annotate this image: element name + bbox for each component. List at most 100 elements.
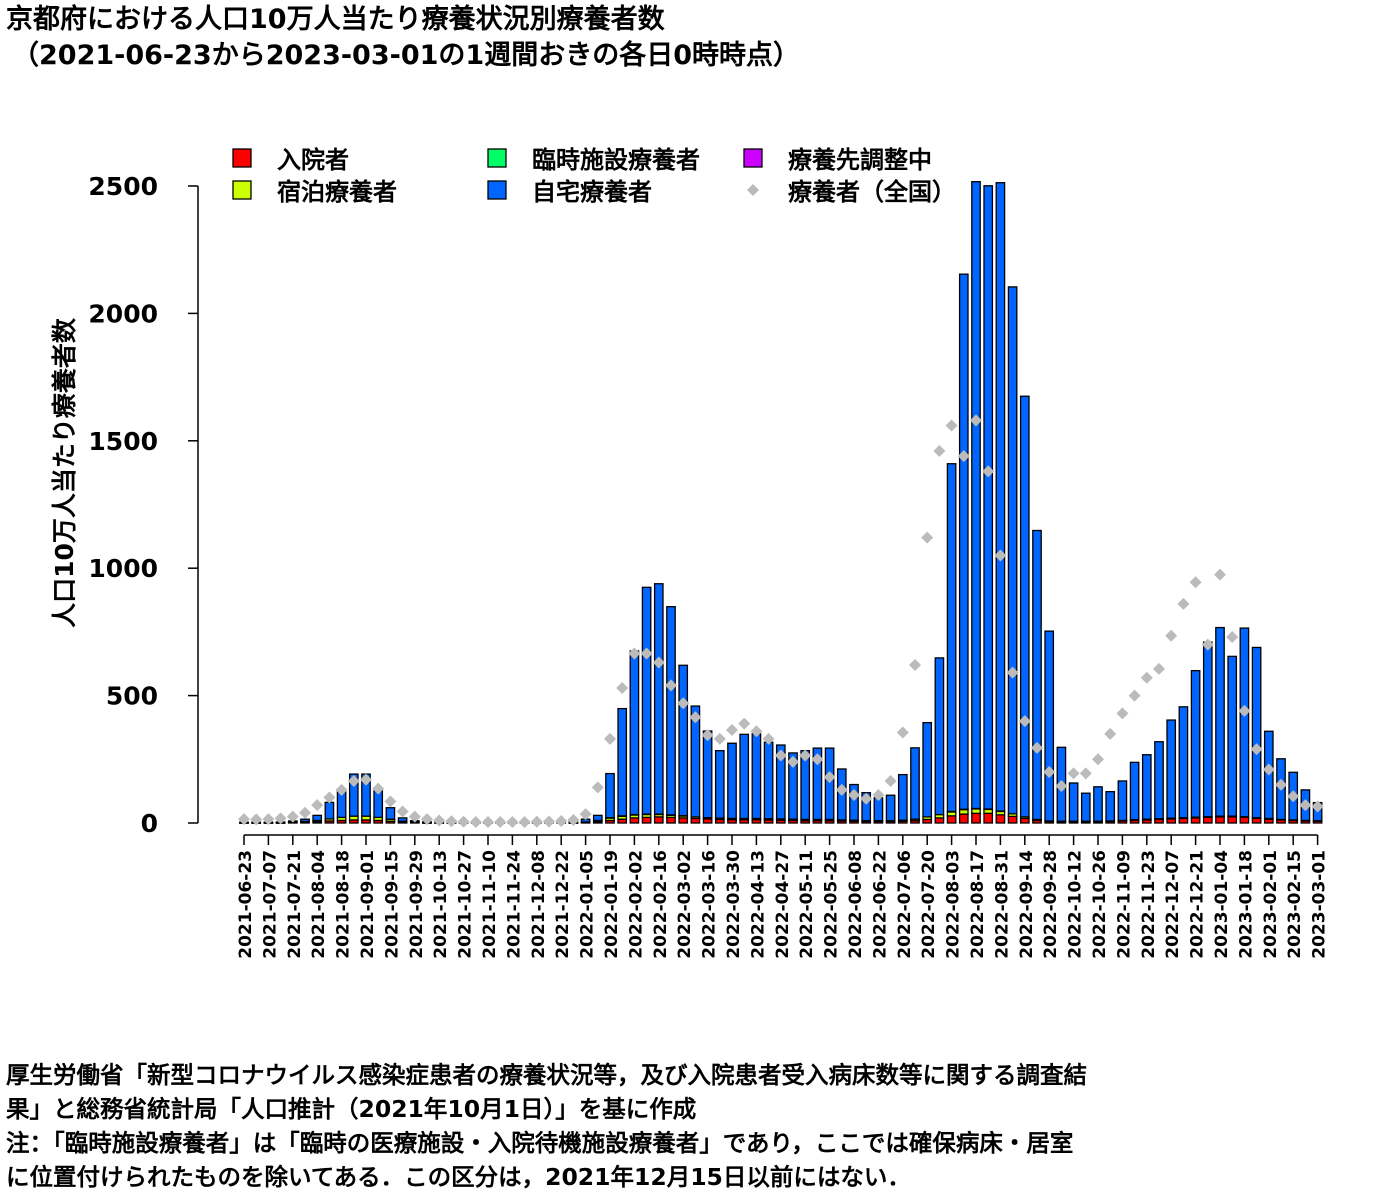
national-point (860, 792, 873, 805)
national-point (872, 788, 885, 801)
national-point (982, 465, 995, 478)
bar-group (958, 273, 969, 824)
national-point (396, 805, 409, 818)
national-point (1189, 576, 1202, 589)
national-point (835, 783, 848, 796)
bar-segment (1007, 815, 1018, 824)
bar-group (1068, 782, 1079, 824)
x-tick-label: 2021-11-10 (480, 850, 500, 959)
bar-segment (617, 707, 628, 817)
y-tick-label: 2500 (88, 172, 158, 201)
bar-group (873, 797, 884, 824)
bar-segment (763, 741, 774, 820)
bar-segment (1239, 627, 1250, 818)
bar-segment (1251, 646, 1262, 819)
bar-group (1276, 758, 1286, 824)
national-point (1031, 741, 1043, 754)
national-point (933, 444, 946, 457)
legend-label: 療養先調整中 (788, 146, 932, 174)
bar-segment (348, 773, 359, 817)
national-point (299, 806, 311, 819)
bar-segment (1007, 286, 1018, 815)
bar-segment (1105, 791, 1116, 822)
bar-segment (727, 742, 737, 820)
national-point (1177, 597, 1190, 610)
x-tick-label: 2022-03-02 (675, 850, 695, 959)
national-point (909, 659, 921, 672)
legend-label: 臨時施設療養者 (532, 146, 700, 174)
bar-segment (983, 812, 994, 824)
bar-group (971, 181, 981, 824)
bar-segment (1178, 817, 1189, 824)
national-point (957, 450, 970, 463)
national-point (518, 815, 531, 828)
national-point (1079, 767, 1092, 780)
bar-group (1202, 641, 1213, 824)
national-point (970, 414, 982, 427)
x-tick-label: 2022-08-03 (944, 850, 964, 959)
legend-swatch (743, 148, 763, 168)
bar-segment (824, 747, 835, 821)
national-point (616, 681, 629, 694)
bar-segment (702, 730, 713, 819)
bar-group (849, 783, 859, 824)
bar-segment (739, 733, 750, 820)
national-point (274, 812, 287, 825)
footer-line-4: に位置付けられたものを除いてある．この区分は，2021年12月15日以前にはない… (6, 1163, 911, 1191)
national-point (469, 815, 482, 828)
bar-segment (922, 721, 933, 818)
legend-label: 自宅療養者 (532, 178, 652, 206)
x-tick-label: 2022-07-20 (919, 850, 939, 959)
bar-group (324, 801, 335, 824)
x-tick-label: 2021-09-01 (358, 850, 378, 959)
x-tick-label: 2022-02-16 (651, 850, 671, 959)
bar-group (1129, 761, 1140, 824)
y-tick-label: 500 (106, 682, 158, 711)
bar-group (629, 650, 640, 824)
national-point (250, 813, 263, 826)
x-tick-label: 2022-03-16 (700, 850, 720, 959)
national-point (482, 815, 494, 828)
footer-line-1: 厚生労働省「新型コロナウイルス感染症患者の療養状況等，及び入院患者受入病床数等に… (6, 1061, 1087, 1089)
x-tick-label: 2021-12-22 (553, 850, 573, 959)
bar-group (775, 744, 786, 824)
x-tick-label: 2022-10-12 (1066, 850, 1086, 959)
chart-title: 京都府における人口10万人当たり療養状況別療養者数 （2021-06-23から2… (6, 2, 800, 74)
national-point (567, 813, 580, 826)
x-tick-label: 2022-01-19 (602, 850, 622, 959)
x-tick-label: 2022-10-26 (1090, 850, 1110, 959)
national-point (262, 813, 275, 826)
x-tick-label: 2021-07-21 (285, 850, 305, 959)
legend-swatch (232, 180, 252, 200)
bar-segment (1019, 395, 1030, 818)
x-tick-label: 2021-08-04 (309, 850, 329, 959)
x-tick-label: 2022-06-22 (870, 850, 890, 959)
bar-segment (1068, 782, 1079, 822)
bar-group (800, 749, 811, 824)
bar-group (348, 773, 359, 824)
national-point (408, 810, 421, 823)
bar-group (1215, 626, 1225, 824)
bar-group (1263, 730, 1274, 824)
bar-segment (1019, 817, 1030, 824)
national-point (1201, 638, 1214, 651)
bar-segment (592, 814, 603, 822)
bar-segment (1178, 706, 1189, 819)
bar-segment (1117, 780, 1128, 822)
national-point (896, 726, 909, 739)
footer-line-3: 注：「臨時施設療養者」は「臨時の医療施設・入院待機施設療養者」であり，ここでは確… (6, 1129, 1074, 1157)
bar-segment (1154, 741, 1164, 820)
bar-group (1166, 719, 1177, 824)
bar-group (763, 741, 774, 824)
x-tick-label: 2022-01-05 (578, 850, 598, 959)
bar-segment (300, 818, 310, 823)
y-axis-label: 人口10万人当たり療養者数 (50, 317, 79, 628)
x-tick-label: 2021-09-29 (407, 850, 427, 959)
national-point (1018, 715, 1031, 728)
bar-segment (958, 813, 969, 824)
national-point (1287, 790, 1300, 803)
bar-segment (312, 814, 323, 822)
national-point (1299, 799, 1312, 812)
national-point (286, 810, 299, 823)
